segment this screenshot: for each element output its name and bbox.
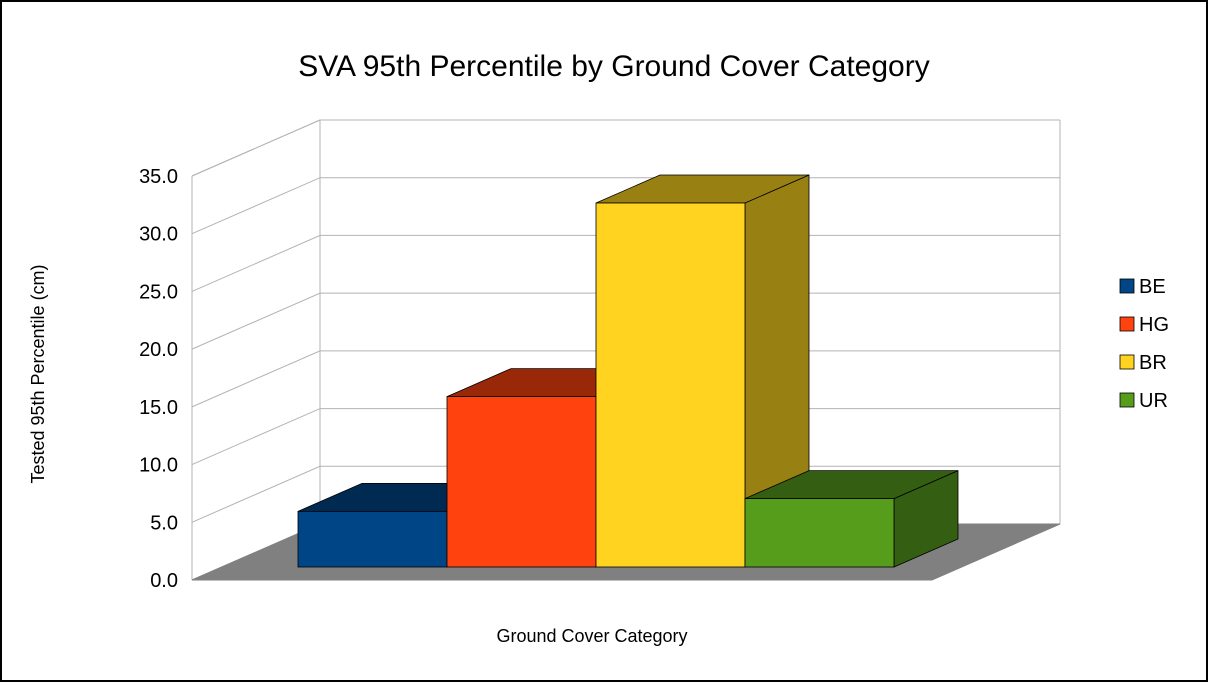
gridline [191, 292, 1060, 350]
bar-UR [744, 498, 895, 568]
y-tick-label: 15.0 [139, 397, 178, 419]
y-tick-label: 35.0 [139, 166, 178, 188]
chart-title: SVA 95th Percentile by Ground Cover Cate… [298, 50, 929, 83]
y-tick-label: 30.0 [139, 224, 178, 246]
gridline [191, 465, 1060, 523]
bars [297, 174, 959, 568]
gridline [191, 408, 1060, 466]
legend-swatch-HG [1119, 316, 1135, 332]
gridline [191, 119, 1060, 177]
legend: BE HG BR UR [1119, 276, 1169, 412]
y-tick-label: 25.0 [139, 281, 178, 303]
legend-label-UR: UR [1139, 390, 1168, 412]
gridline [191, 177, 1060, 235]
bar-BE [297, 510, 448, 568]
legend-label-BE: BE [1139, 276, 1166, 298]
legend-swatch-BR [1119, 354, 1135, 370]
y-axis-label: Tested 95th Percentile (cm) [28, 264, 48, 483]
y-axis-ticks: 0.0 5.0 10.0 15.0 20.0 25.0 30.0 35.0 [139, 166, 178, 592]
y-tick-label: 20.0 [139, 339, 178, 361]
legend-label-HG: HG [1139, 314, 1169, 336]
y-tick-label: 10.0 [139, 455, 178, 477]
x-axis-label: Ground Cover Category [496, 626, 687, 646]
y-tick-label: 0.0 [150, 570, 178, 592]
gridline [191, 350, 1060, 408]
legend-label-BR: BR [1139, 352, 1167, 374]
bar-BR [595, 202, 746, 568]
bar-HG [446, 396, 597, 568]
legend-swatch-BE [1119, 278, 1135, 294]
gridline [191, 234, 1060, 292]
y-tick-label: 5.0 [150, 512, 178, 534]
legend-swatch-UR [1119, 392, 1135, 408]
